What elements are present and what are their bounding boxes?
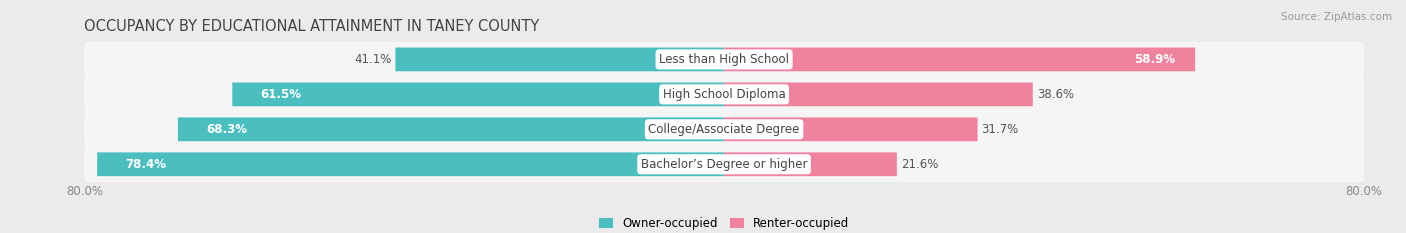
FancyBboxPatch shape [84,72,1364,117]
Text: 31.7%: 31.7% [981,123,1019,136]
Text: 61.5%: 61.5% [260,88,301,101]
FancyBboxPatch shape [232,82,724,106]
FancyBboxPatch shape [84,107,1364,152]
FancyBboxPatch shape [724,152,897,176]
Legend: Owner-occupied, Renter-occupied: Owner-occupied, Renter-occupied [593,212,855,233]
FancyBboxPatch shape [84,142,1364,187]
FancyBboxPatch shape [724,82,1033,106]
FancyBboxPatch shape [724,48,1195,71]
Text: College/Associate Degree: College/Associate Degree [648,123,800,136]
Text: OCCUPANCY BY EDUCATIONAL ATTAINMENT IN TANEY COUNTY: OCCUPANCY BY EDUCATIONAL ATTAINMENT IN T… [84,19,540,34]
Text: 58.9%: 58.9% [1135,53,1175,66]
FancyBboxPatch shape [97,152,724,176]
Text: 41.1%: 41.1% [354,53,391,66]
Text: Source: ZipAtlas.com: Source: ZipAtlas.com [1281,12,1392,22]
FancyBboxPatch shape [179,117,724,141]
Text: High School Diploma: High School Diploma [662,88,786,101]
FancyBboxPatch shape [84,37,1364,82]
Text: 21.6%: 21.6% [901,158,938,171]
FancyBboxPatch shape [395,48,724,71]
Text: Less than High School: Less than High School [659,53,789,66]
Text: 38.6%: 38.6% [1036,88,1074,101]
Text: 78.4%: 78.4% [125,158,166,171]
Text: 68.3%: 68.3% [205,123,247,136]
FancyBboxPatch shape [724,117,977,141]
Text: Bachelor’s Degree or higher: Bachelor’s Degree or higher [641,158,807,171]
